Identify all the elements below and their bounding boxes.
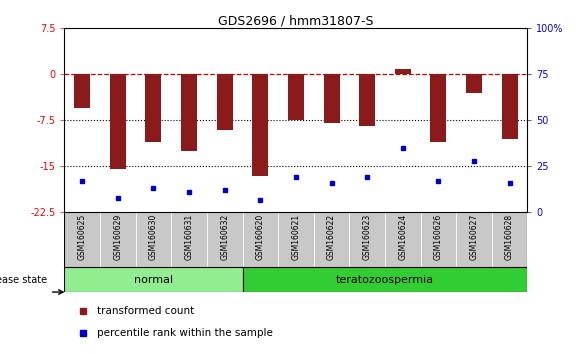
Text: GSM160632: GSM160632 (220, 214, 229, 260)
Bar (278, 212, 314, 267)
Text: GSM160631: GSM160631 (185, 214, 193, 260)
Bar (385, 212, 421, 267)
Bar (181, 74, 197, 151)
Text: normal: normal (134, 275, 173, 285)
Bar (288, 74, 304, 120)
Text: GSM160628: GSM160628 (505, 214, 514, 260)
Bar (349, 212, 385, 267)
Bar (207, 212, 243, 267)
Title: GDS2696 / hmm31807-S: GDS2696 / hmm31807-S (218, 14, 374, 27)
Bar (64, 212, 100, 267)
Text: GSM160629: GSM160629 (113, 214, 122, 260)
Text: GSM160630: GSM160630 (149, 214, 158, 261)
Text: GSM160625: GSM160625 (78, 214, 87, 260)
Text: GSM160622: GSM160622 (327, 214, 336, 260)
Bar (359, 74, 375, 126)
Bar (171, 212, 207, 267)
Bar (217, 74, 233, 130)
Text: GSM160626: GSM160626 (434, 214, 443, 260)
Bar (253, 74, 268, 176)
Bar (395, 69, 411, 74)
Bar (314, 212, 349, 267)
Bar (145, 74, 162, 142)
Bar (110, 74, 126, 170)
Text: GSM160621: GSM160621 (291, 214, 301, 260)
Bar (456, 212, 492, 267)
Bar (74, 74, 90, 108)
Bar (243, 267, 527, 292)
Text: teratozoospermia: teratozoospermia (336, 275, 434, 285)
Bar (100, 212, 136, 267)
Text: transformed count: transformed count (97, 306, 194, 316)
Bar (64, 267, 243, 292)
Bar (136, 212, 171, 267)
Text: GSM160623: GSM160623 (363, 214, 372, 260)
Text: GSM160624: GSM160624 (398, 214, 407, 260)
Text: percentile rank within the sample: percentile rank within the sample (97, 328, 272, 338)
Bar (323, 74, 339, 124)
Text: GSM160627: GSM160627 (469, 214, 479, 260)
Bar (430, 74, 447, 142)
Bar (243, 212, 278, 267)
Text: GSM160620: GSM160620 (256, 214, 265, 260)
Bar (502, 74, 517, 139)
Bar (492, 212, 527, 267)
Bar (466, 74, 482, 93)
Bar (421, 212, 456, 267)
Text: disease state: disease state (0, 275, 47, 285)
